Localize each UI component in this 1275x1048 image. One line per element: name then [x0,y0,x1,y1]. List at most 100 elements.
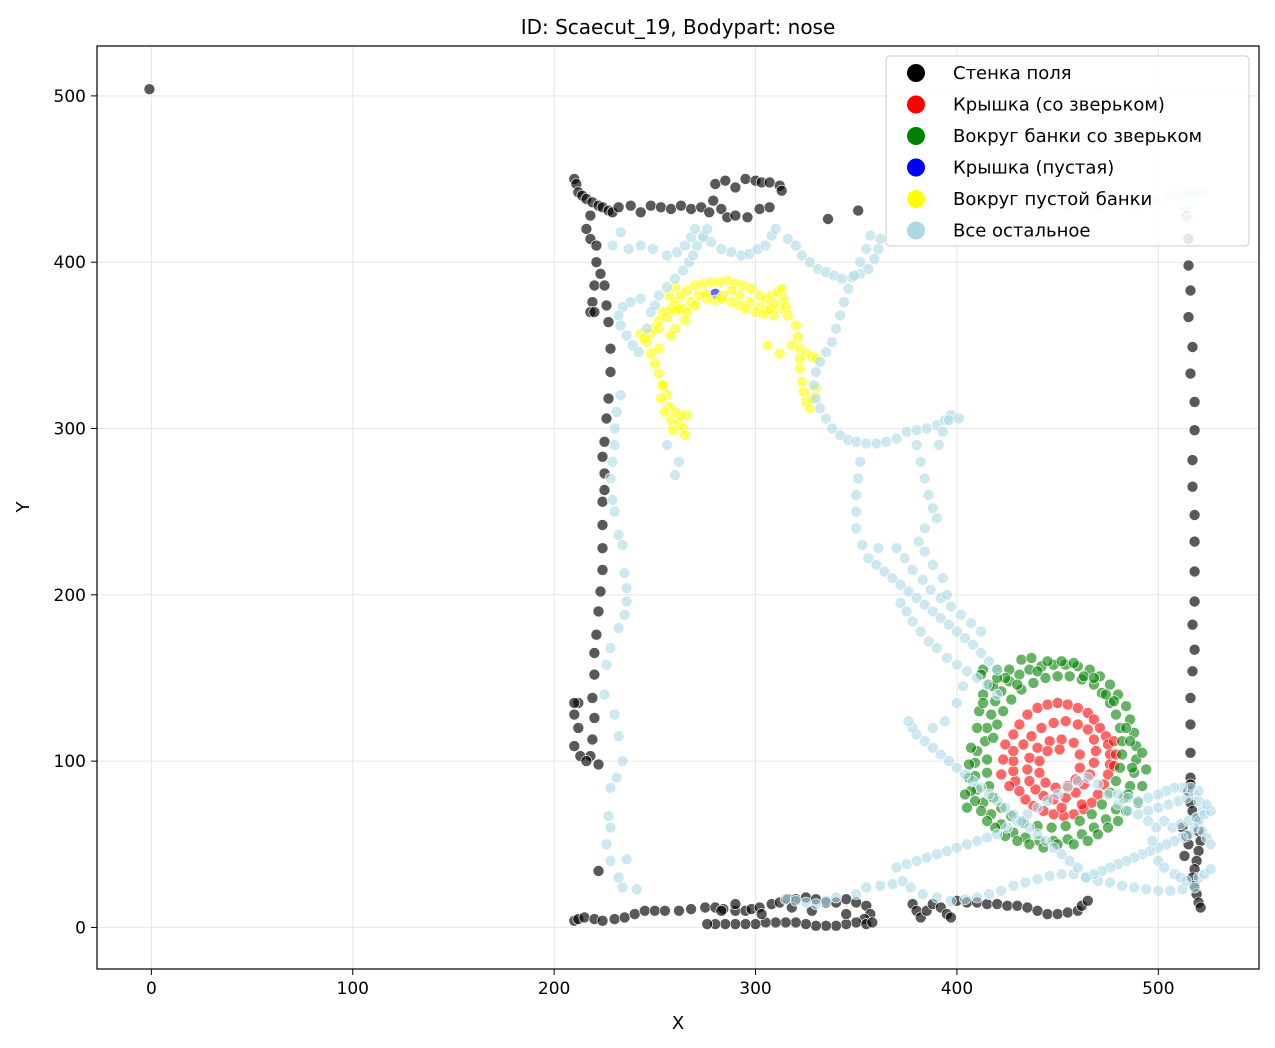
data-point [1033,766,1046,779]
data-point [729,209,742,222]
data-point [1112,788,1124,801]
data-point [767,297,780,310]
data-point [596,519,609,531]
data-point [922,489,935,501]
data-point [1080,871,1092,884]
data-point [789,894,802,907]
data-point [1021,708,1034,721]
data-point [930,848,943,861]
data-point [588,306,601,318]
data-point [971,835,983,847]
y-tick-label: 100 [54,752,86,772]
data-point [644,199,657,212]
data-point [606,455,619,468]
data-point [936,425,949,438]
data-point [1061,906,1074,919]
data-point [957,680,969,693]
data-point [822,213,834,225]
data-point [729,918,742,930]
data-point [1007,745,1020,757]
data-point [1104,876,1116,889]
legend-marker [907,64,925,82]
data-point [600,838,613,851]
data-point [930,891,943,904]
data-point [981,831,993,844]
data-point [1186,665,1199,678]
data-point [655,201,667,214]
data-point [930,512,943,525]
data-point [588,279,601,292]
data-point [902,715,915,728]
data-point [669,272,681,285]
data-point [904,881,917,894]
data-point [586,733,599,746]
data-point [1100,688,1112,701]
data-point [870,559,883,571]
data-point [1142,791,1154,804]
data-point [1188,595,1201,608]
data-point [630,883,643,896]
data-point [977,697,989,709]
data-point [634,292,647,305]
data-point [926,559,939,571]
x-tick-label: 500 [1142,979,1174,999]
data-point [1043,735,1056,748]
data-point [1136,746,1148,759]
data-point [781,309,794,322]
data-point [580,223,593,235]
data-point [648,299,661,312]
data-point [1142,815,1154,827]
data-point [920,422,933,435]
data-point [965,741,977,754]
data-point [793,362,806,375]
data-point [1126,761,1138,774]
data-point [1031,904,1044,917]
data-point [1090,745,1102,757]
plot-frame [96,45,1260,970]
data-point [918,735,931,748]
data-point [1184,367,1197,380]
data-point [934,612,947,624]
data-point [810,919,822,932]
legend-label: Все остальное [953,221,1090,242]
data-point [1039,672,1052,684]
data-point [1082,771,1094,784]
data-point [1184,284,1197,297]
data-point [890,432,903,445]
data-point [985,708,998,721]
data-point [638,904,651,917]
data-point [640,322,653,335]
data-point [991,795,1004,807]
data-point [1041,698,1054,711]
data-point [596,914,609,927]
data-point [866,916,879,929]
data-point [1013,668,1026,681]
data-point [1204,838,1217,851]
data-point [592,605,605,618]
data-point [715,243,728,255]
data-point [1158,815,1171,827]
data-point [1074,761,1086,774]
data-point [665,329,677,342]
data-point [836,272,848,285]
data-point [755,908,768,920]
data-point [872,542,885,555]
data-point [608,422,621,435]
data-point [1051,908,1064,920]
data-point [1039,776,1052,789]
data-point [1021,763,1034,776]
data-point [1041,745,1054,757]
data-point [987,731,1000,744]
data-point [945,894,957,907]
data-point [926,722,939,734]
data-point [918,472,931,485]
data-point [870,437,883,450]
data-point [1031,828,1044,841]
data-point [1072,775,1084,787]
data-point [820,346,832,358]
data-point [991,898,1004,910]
data-point [1031,873,1044,886]
data-point [1122,791,1134,804]
data-point [852,472,865,485]
